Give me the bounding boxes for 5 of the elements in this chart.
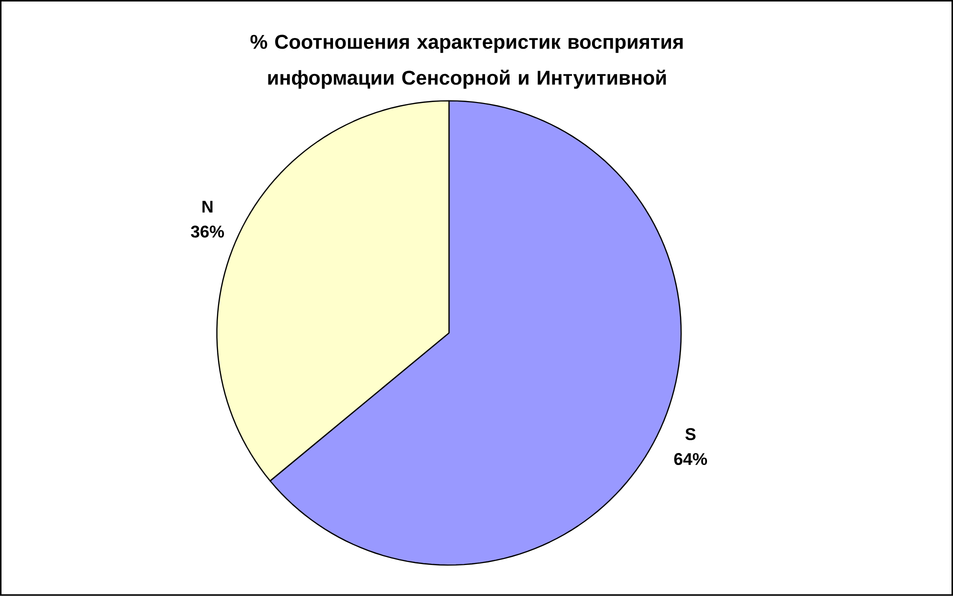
chart-title: % Соотношения характеристик восприятия информации Сенсорной и Интуитивной xyxy=(250,34,683,89)
data-label: 64% xyxy=(674,453,708,466)
data-label: 36% xyxy=(190,226,224,238)
slice-label: S xyxy=(685,428,696,440)
slice-label: N xyxy=(202,200,212,213)
